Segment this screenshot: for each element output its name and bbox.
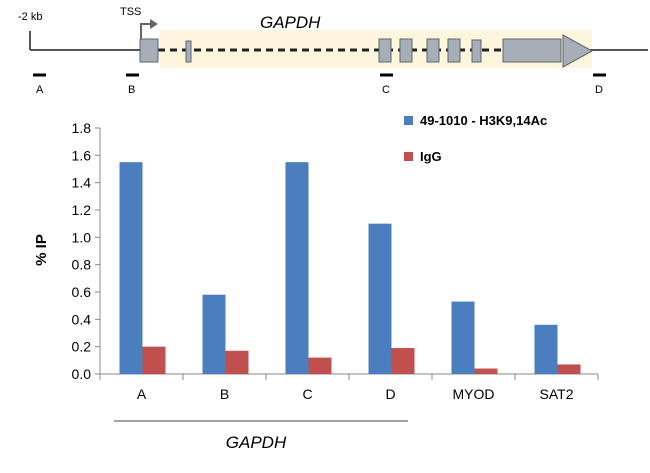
tss-arrowhead-icon [150, 19, 158, 29]
y-axis-label: % IP [33, 234, 50, 266]
gapdh-group-label: GAPDH [226, 433, 287, 452]
y-tick-label: 1.0 [72, 229, 92, 245]
exon-8 [502, 38, 562, 63]
exon-2 [185, 40, 192, 63]
amplicon-b-label: B [128, 84, 135, 96]
bar-h3k9-a [119, 162, 143, 374]
bar-h3k9-c [285, 162, 309, 374]
legend-label-igg: IgG [420, 149, 442, 164]
y-tick-label: 0.2 [72, 339, 92, 355]
bar-h3k9-b [202, 294, 226, 374]
amplicon-c-label: C [382, 84, 390, 96]
y-tick-label: 1.4 [72, 175, 92, 191]
x-tick-label: C [302, 386, 312, 402]
gene-diagram: -2 kb TSS GAPDH A B C D [18, 6, 648, 96]
x-tick-label: D [385, 386, 395, 402]
bars [119, 162, 581, 374]
bar-h3k9-sat2 [534, 324, 558, 374]
amplicon-a-label: A [36, 84, 44, 96]
y-tick-label: 1.2 [72, 202, 92, 218]
exon-1 [139, 38, 159, 63]
bar-igg-a [142, 346, 166, 374]
y-tick-label: 0.0 [72, 366, 92, 382]
bar-igg-d [391, 348, 415, 374]
amplicon-d-label: D [595, 84, 603, 96]
exon-6 [447, 38, 461, 63]
y-tick-label: 0.4 [72, 311, 92, 327]
bar-igg-myod [474, 368, 498, 374]
x-axis-ticks [99, 374, 599, 380]
bar-igg-c [308, 357, 332, 374]
tss-label: TSS [120, 6, 141, 18]
tss-arrow-icon [140, 23, 152, 40]
x-tick-label: A [137, 386, 147, 402]
legend-swatch-igg [404, 152, 413, 161]
exon-7 [471, 39, 482, 63]
gene-name: GAPDH [260, 13, 321, 32]
legend: 49-1010 - H3K9,14Ac IgG [404, 113, 547, 164]
y-tick-label: 0.6 [72, 284, 92, 300]
x-tick-label: MYOD [453, 386, 495, 402]
legend-label-h3k9: 49-1010 - H3K9,14Ac [420, 113, 547, 128]
y-tick-label: 0.8 [72, 257, 92, 273]
bar-chart: % IP 0.0 0.2 0.4 0.6 0.8 1.0 1.2 1.4 1.6 1.8 A B C D… [33, 113, 599, 452]
y-axis-ticks: 0.0 0.2 0.4 0.6 0.8 1.0 1.2 1.4 1.6 1.8 [72, 120, 100, 382]
x-tick-label: SAT2 [540, 386, 574, 402]
exon-terminal-arrow [562, 34, 594, 68]
x-axis-labels: A B C D MYOD SAT2 [137, 386, 574, 402]
legend-swatch-h3k9 [404, 116, 413, 125]
bar-h3k9-d [368, 223, 392, 374]
exon-3 [378, 38, 392, 63]
exon-5 [426, 38, 440, 63]
bar-igg-sat2 [557, 364, 581, 374]
upstream-label: -2 kb [18, 11, 42, 23]
x-tick-label: B [220, 386, 229, 402]
bar-h3k9-myod [451, 301, 475, 374]
y-tick-label: 1.8 [72, 120, 92, 136]
bar-igg-b [225, 350, 249, 374]
exon-4 [399, 38, 413, 63]
y-tick-label: 1.6 [72, 147, 92, 163]
